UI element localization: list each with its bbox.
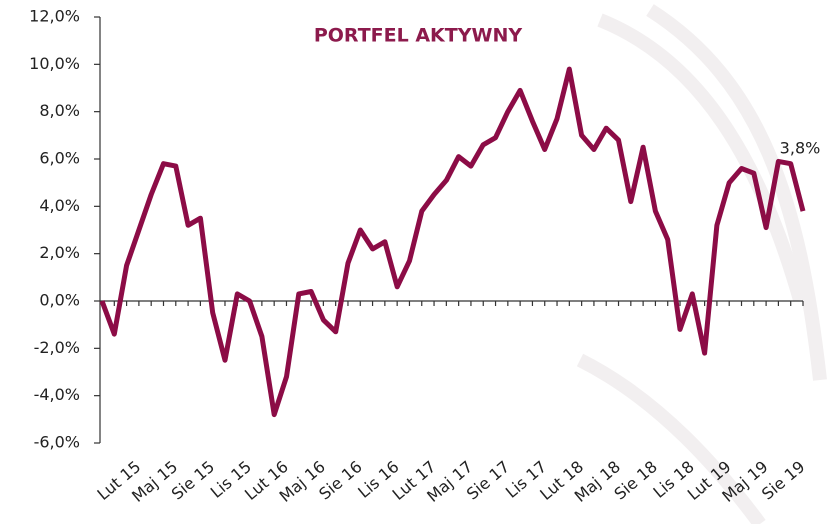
y-tick-label: 0,0% <box>39 291 80 310</box>
chart-title: PORTFEL AKTYWNY <box>314 25 522 47</box>
x-tick-label: Sie 16 <box>315 457 365 504</box>
data-line <box>102 69 803 415</box>
y-tick-label: 8,0% <box>39 101 80 120</box>
y-tick-label: -2,0% <box>34 338 80 357</box>
background-ornament <box>580 10 820 524</box>
chart: PORTFEL AKTYWNY -6,0% -4,0% -2,0% 0,0% 2,0% 4… <box>0 0 830 524</box>
x-tick-label: Sie 18 <box>610 457 660 504</box>
x-tick-label: Sie 19 <box>758 457 808 504</box>
y-tick-label: 2,0% <box>39 243 80 262</box>
y-tick-label: 4,0% <box>39 196 80 215</box>
y-tick-label: 10,0% <box>29 54 80 73</box>
x-tick-label: Sie 17 <box>463 457 513 504</box>
x-tick-label: Sie 15 <box>168 457 218 504</box>
y-tick-label: -4,0% <box>34 385 80 404</box>
y-tick-label: -6,0% <box>34 433 80 452</box>
data-label: 3,8% <box>780 139 821 158</box>
y-tick-label: 6,0% <box>39 149 80 168</box>
y-tick-label: 12,0% <box>29 7 80 26</box>
